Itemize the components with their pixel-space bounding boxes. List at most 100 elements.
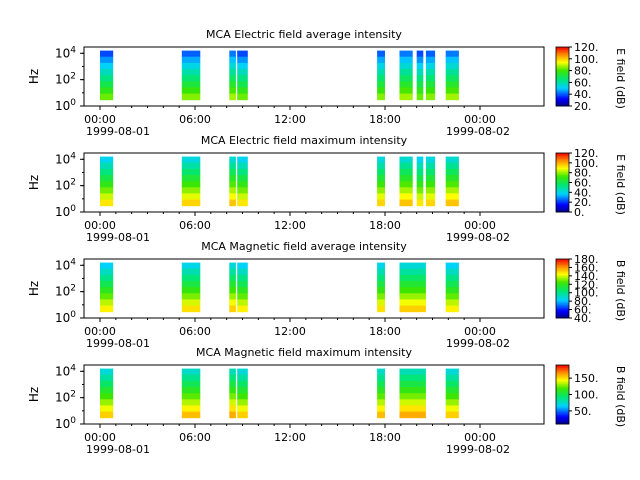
colorbar-segment [556,88,569,91]
colorbar-segment [556,104,569,107]
spectrogram-band [416,56,424,64]
colorbar-segment [556,394,569,397]
spectrogram-band [445,305,459,313]
colorbar-segment [556,300,569,303]
colorbar-segment [556,63,569,66]
colorbar-segment [556,275,569,278]
spectrogram-block [229,262,236,313]
spectrogram-band [399,268,426,276]
colorbar-segment [556,259,569,261]
spectrogram-band [181,56,201,64]
colorbar-segment [556,166,569,169]
colorbar-segment [556,51,569,54]
spectrogram-band [229,181,236,188]
spectrogram-band [416,50,424,58]
colorbar-segment [556,261,569,264]
spectrogram-block [425,50,436,101]
x-tick-label: 06:00 [179,325,211,338]
colorbar-segment [556,285,569,288]
colorbar-segment [556,406,569,409]
spectrogram-block [229,368,236,419]
spectrogram-block [416,156,424,207]
colorbar-segment [556,284,569,286]
colorbar-segment [556,72,569,74]
spectrogram-band [399,274,426,282]
colorbar-segment [556,310,569,313]
spectrogram-band [377,168,385,176]
spectrogram-band [181,75,201,82]
colorbar-tick-label: 40. [574,88,592,101]
colorbar-segment [556,55,569,58]
spectrogram-band [181,69,201,76]
spectrogram-band [416,81,424,88]
spectrogram-band [416,93,424,101]
spectrogram-band [399,199,413,207]
colorbar-tick-label: 0. [574,206,585,219]
colorbar-frame [555,46,570,107]
colorbar-segment [556,306,569,309]
spectrogram-band [229,199,236,207]
colorbar-segment [556,365,569,367]
y-tick-label: 102 [55,178,76,193]
colorbar-segment [556,264,569,267]
spectrogram-band [399,368,426,376]
panel-title: MCA Magnetic field maximum intensity [196,346,412,359]
colorbar-segment [556,182,569,185]
y-tick-label: 102 [55,72,76,87]
panel-1: MCA Electric field average intensity 100 1… [27,28,627,138]
colorbar-segment [556,157,569,160]
colorbar-segment [556,260,569,263]
spectrogram-band [181,193,201,200]
spectrogram-band [445,56,459,64]
spectrogram-band [445,387,459,394]
spectrogram-block [399,50,413,101]
spectrogram-band [181,287,201,294]
spectrogram-band [181,175,201,182]
spectrogram-band [425,175,436,182]
spectrogram-band [377,393,385,400]
colorbar-segment [556,281,569,284]
spectrogram-band [445,181,459,188]
colorbar-segment [556,288,569,291]
spectrogram-band [377,293,385,300]
colorbar-segment [556,80,569,83]
spectrogram-band [229,393,236,400]
spectrogram-band [181,87,201,94]
x-tick-label: 00:00 [464,219,496,232]
spectrogram-band [100,268,114,276]
colorbar-segment [556,289,569,292]
spectrogram-band [377,56,385,64]
spectrogram-band [399,181,413,188]
spectrogram-band [237,287,248,294]
spectrogram-band [229,193,236,200]
colorbar-segment [556,410,569,413]
colorbar-segment [556,201,569,204]
spectrogram-band [181,199,201,207]
colorbar-segment [556,54,569,57]
spectrogram-band [399,287,426,294]
spectrogram-band [377,156,385,164]
spectrogram-band [416,87,424,94]
spectrogram-band [399,162,413,170]
spectrogram-band [399,93,413,101]
spectrogram-band [181,281,201,288]
colorbar-segment [556,313,569,316]
colorbar-segment [556,312,569,314]
spectrogram-band [377,87,385,94]
colorbar-segment [556,309,569,312]
spectrogram-band [181,293,201,300]
spectrogram-band [445,268,459,276]
colorbar-segment [556,276,569,279]
spectrogram-band [237,411,248,419]
spectrogram-band [445,69,459,76]
colorbar-label: B field (dB) [614,366,627,427]
spectrogram-band [237,168,248,176]
spectrogram-band [237,299,248,306]
spectrogram-band [237,393,248,400]
spectrogram-band [416,69,424,76]
spectrogram-band [237,268,248,276]
x-tick-label: 06:00 [179,113,211,126]
spectrogram-band [229,87,236,94]
colorbar-segment [556,185,569,188]
spectrogram-band [181,162,201,170]
